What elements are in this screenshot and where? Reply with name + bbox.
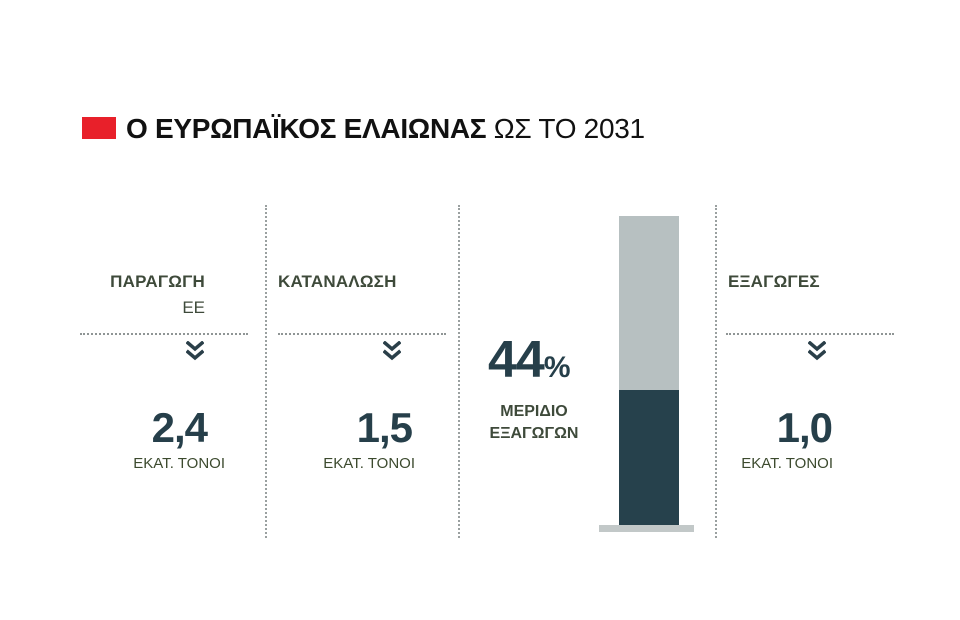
export-share-gauge (619, 216, 679, 526)
metric-unit: ΕΚΑΤ. ΤΟΝΟΙ (741, 455, 833, 472)
percent-sign: % (543, 351, 571, 384)
title-bold-part: Ο ΕΥΡΩΠΑΪΚΟΣ ΕΛΑΙΩΝΑΣ (126, 113, 487, 144)
metric-label: ΠΑΡΑΓΩΓΗ (110, 272, 205, 291)
metric-production: ΠΑΡΑΓΩΓΗ ΕΕ (80, 272, 205, 318)
export-share-label: ΜΕΡΙΔΙΟ ΕΞΑΓΩΓΩΝ (478, 401, 590, 445)
metric-unit: ΕΚΑΤ. ΤΟΝΟΙ (133, 455, 225, 472)
double-chevron-down-icon (186, 341, 204, 363)
export-share-gauge-fill (619, 390, 679, 526)
export-share-number: 44 (488, 331, 545, 389)
gauge-base (599, 525, 694, 532)
double-chevron-down-icon (383, 341, 401, 363)
metric-unit: ΕΚΑΤ. ΤΟΝΟΙ (323, 455, 415, 472)
metric-divider (80, 333, 248, 335)
metric-divider (278, 333, 446, 335)
title-light-part: ΩΣ ΤΟ 2031 (493, 113, 645, 144)
column-separator-3 (715, 205, 717, 538)
column-separator-2 (458, 205, 460, 538)
export-share-label-line1: ΜΕΡΙΔΙΟ (500, 403, 568, 420)
metric-value: 1,0 (776, 404, 833, 451)
export-share-label-line2: ΕΞΑΓΩΓΩΝ (489, 425, 579, 442)
metric-value: 1,5 (356, 404, 413, 451)
metric-value: 2,4 (151, 404, 208, 451)
column-separator-1 (265, 205, 267, 538)
metric-consumption-label: ΚΑΤΑΝΑΛΩΣΗ (278, 272, 397, 291)
metric-divider (726, 333, 894, 335)
metric-sublabel: ΕΕ (182, 298, 205, 317)
export-share-value: 44% (488, 330, 571, 390)
chart-title: Ο ΕΥΡΩΠΑΪΚΟΣ ΕΛΑΙΩΝΑΣ ΩΣ ΤΟ 2031 (126, 112, 645, 146)
metric-exports-label: ΕΞΑΓΩΓΕΣ (728, 272, 820, 291)
title-accent-bar (82, 117, 116, 139)
double-chevron-down-icon (808, 341, 826, 363)
